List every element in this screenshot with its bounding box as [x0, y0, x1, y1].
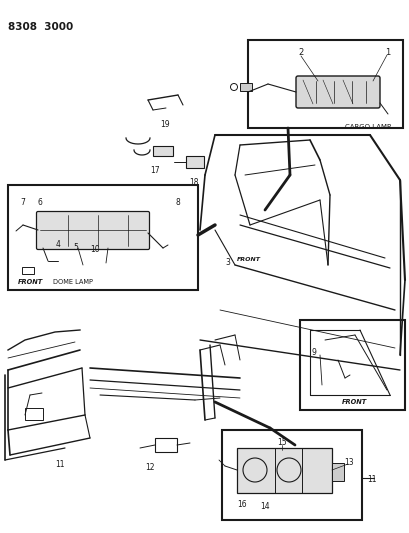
Bar [247, 40, 402, 128]
FancyBboxPatch shape [295, 76, 379, 108]
Text: 14: 14 [259, 502, 269, 511]
Text: 19: 19 [160, 120, 169, 129]
Text: 5: 5 [73, 243, 78, 252]
Text: 9: 9 [311, 348, 316, 357]
Text: 13: 13 [343, 458, 353, 467]
FancyBboxPatch shape [36, 212, 149, 249]
Text: DOME LAMP: DOME LAMP [53, 279, 93, 285]
Text: CARGO LAMP: CARGO LAMP [344, 124, 390, 130]
Text: 1: 1 [384, 48, 389, 57]
Text: 11: 11 [366, 475, 375, 484]
Text: 7: 7 [20, 198, 25, 207]
Text: 15: 15 [276, 438, 286, 447]
Bar [236, 448, 331, 493]
Text: 8: 8 [175, 198, 180, 207]
Bar [186, 156, 204, 168]
Bar [22, 267, 34, 274]
Text: 8308  3000: 8308 3000 [8, 22, 73, 32]
Text: 12: 12 [145, 463, 154, 472]
Text: 17: 17 [150, 166, 159, 175]
Text: 3: 3 [225, 258, 229, 267]
Text: 16: 16 [236, 500, 246, 509]
Bar [331, 463, 343, 481]
Text: 10: 10 [90, 245, 99, 254]
Text: 11: 11 [55, 460, 64, 469]
Text: 4: 4 [56, 240, 61, 249]
Bar [153, 146, 173, 156]
Bar [8, 185, 198, 290]
Bar [239, 83, 252, 91]
Text: 6: 6 [38, 198, 43, 207]
Text: FRONT: FRONT [236, 257, 261, 262]
Bar [299, 320, 404, 410]
Text: 2: 2 [297, 48, 303, 57]
Text: FRONT: FRONT [18, 279, 43, 285]
Bar [221, 430, 361, 520]
Bar [155, 438, 177, 452]
Text: 18: 18 [189, 178, 198, 187]
Text: FRONT: FRONT [341, 399, 366, 405]
Bar [25, 408, 43, 420]
